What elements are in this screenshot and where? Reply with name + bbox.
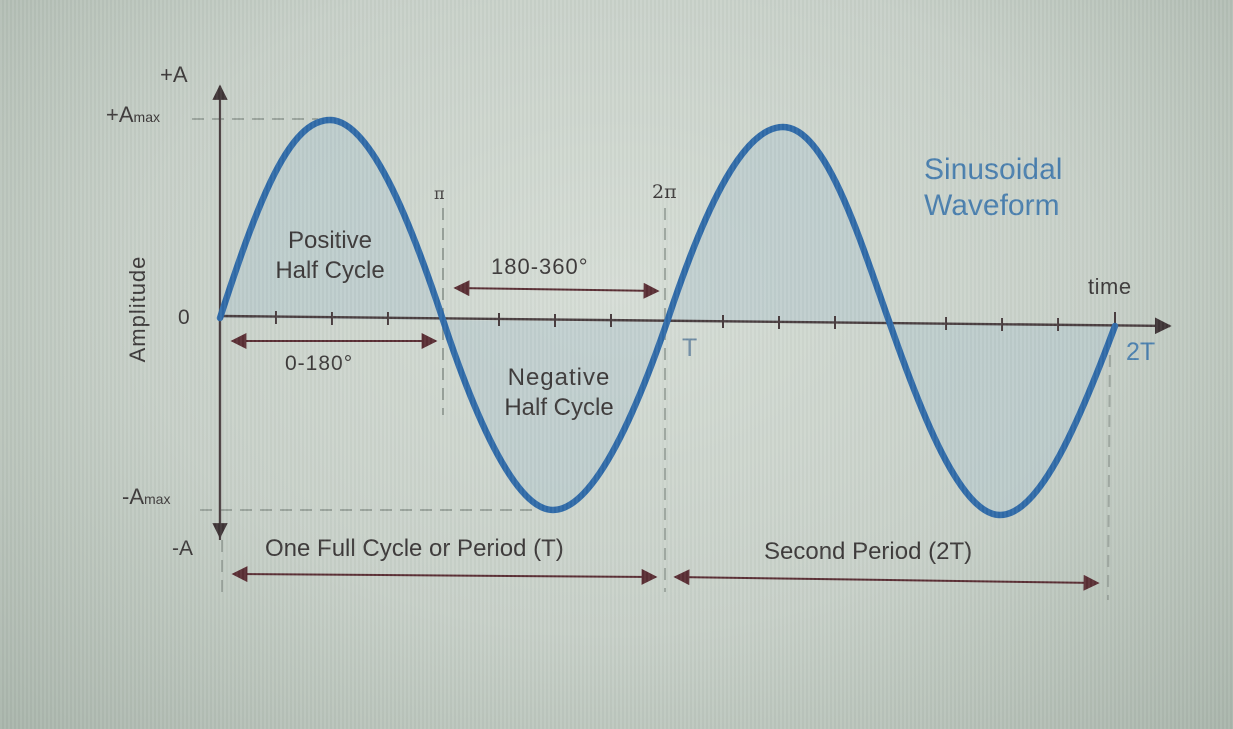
y-bottom-label: -A xyxy=(172,537,193,560)
negative-half-cycle-label: Negative Half Cycle xyxy=(492,363,626,423)
two-pi-label: 2π xyxy=(652,181,677,203)
y-axis-title: Amplitude xyxy=(125,255,150,363)
period-t-label: T xyxy=(682,334,698,362)
y-max-label-main: +A xyxy=(106,102,134,127)
second-period-arrow xyxy=(673,569,1100,591)
title-line-1: Sinusoidal xyxy=(924,153,1063,186)
sine-curve xyxy=(216,116,1119,519)
origin-label: 0 xyxy=(178,306,190,329)
y-min-label-sub: max xyxy=(144,491,171,507)
y-max-label: +Amax xyxy=(106,104,160,126)
negative-half-line-2: Half Cycle xyxy=(504,394,614,421)
time-axis-label: time xyxy=(1088,274,1132,299)
range-0-180-label: 0-180° xyxy=(285,352,354,375)
y-min-label-main: -A xyxy=(122,484,144,509)
diagram-title: Sinusoidal Waveform xyxy=(924,152,1062,224)
full-cycle-label: One Full Cycle or Period (T) xyxy=(265,535,564,562)
positive-half-cycle-label: Positive Half Cycle xyxy=(262,226,398,286)
pi-label: π xyxy=(434,184,445,203)
negative-half-line-1: Negative xyxy=(507,364,611,391)
title-line-2: Waveform xyxy=(924,189,1060,222)
two-t-label: 2T xyxy=(1126,338,1156,366)
y-top-label: +A xyxy=(160,62,188,87)
range-180-360-arrow xyxy=(453,280,660,299)
positive-half-line-1: Positive xyxy=(287,227,373,254)
full-cycle-arrow xyxy=(231,566,658,585)
second-period-label: Second Period (2T) xyxy=(764,538,973,565)
positive-half-line-2: Half Cycle xyxy=(275,257,385,284)
range-180-360-label: 180-360° xyxy=(491,254,589,279)
y-max-label-sub: max xyxy=(133,109,160,125)
y-min-label: -Amax xyxy=(122,486,170,508)
two-t-dashed-line xyxy=(1107,334,1111,601)
time-axis xyxy=(219,314,1172,335)
